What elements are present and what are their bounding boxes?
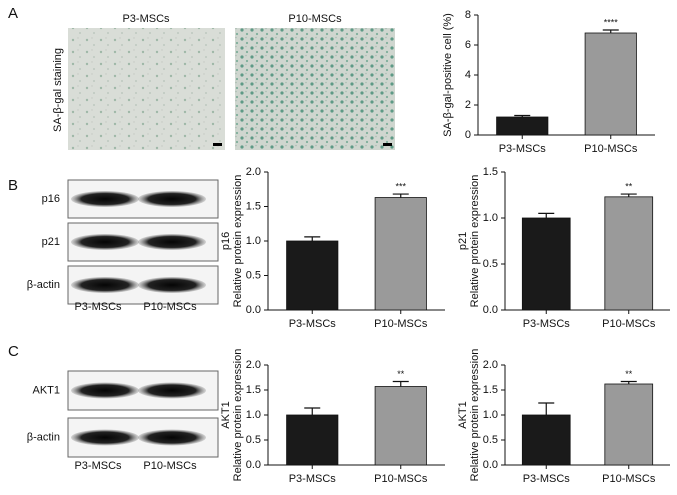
blot-band — [71, 429, 139, 446]
y-tick-label: 1.5 — [246, 384, 261, 396]
x-tick-label: P3-MSCs — [523, 318, 571, 330]
x-tick-label: P10-MSCs — [374, 318, 428, 330]
image-side-label: SA-β-gal staining — [52, 48, 64, 132]
x-tick-label: P10-MSCs — [374, 473, 428, 485]
significance: ** — [625, 369, 633, 379]
blot-column-label: P10-MSCs — [143, 301, 197, 313]
panel-label: A — [8, 5, 18, 22]
blot-band — [138, 191, 206, 207]
bar — [604, 383, 654, 466]
blot-band — [138, 429, 206, 446]
x-tick-label: P3-MSCs — [523, 473, 571, 485]
y-axis-label: Relative protein expression — [232, 175, 244, 308]
blot-band — [71, 191, 139, 207]
y-tick-label: 2.0 — [246, 359, 261, 371]
y-tick-label: 6 — [465, 39, 471, 51]
y-tick-label: 1.5 — [483, 166, 498, 178]
x-tick-label: P3-MSCs — [289, 473, 337, 485]
y-tick-label: 8 — [465, 9, 471, 21]
blot-band — [138, 234, 206, 250]
y-tick-label: 1.5 — [246, 200, 261, 212]
significance: **** — [604, 17, 619, 27]
blot-band — [71, 382, 139, 399]
y-tick-label: 0.0 — [246, 459, 261, 471]
bar — [584, 32, 637, 136]
y-tick-label: 0.0 — [246, 304, 261, 316]
y-tick-label: 0.5 — [246, 269, 261, 281]
y-tick-label: 0 — [465, 129, 471, 141]
scale-bar — [213, 143, 222, 146]
y-tick-label: 1.0 — [483, 409, 498, 421]
x-tick-label: P3-MSCs — [289, 318, 337, 330]
image-title: P3-MSCs — [122, 13, 170, 25]
y-axis-label: p21 — [457, 232, 469, 250]
blot-row-label: β-actin — [27, 431, 60, 443]
blot-band — [71, 277, 139, 293]
blot-column-label: P3-MSCs — [74, 301, 122, 313]
y-tick-label: 0.5 — [246, 434, 261, 446]
image-title: P10-MSCs — [288, 13, 342, 25]
bar — [521, 414, 571, 466]
blot-row-label: p21 — [42, 236, 60, 248]
significance: ** — [625, 181, 633, 191]
significance: *** — [395, 181, 406, 191]
y-tick-label: 0.5 — [483, 434, 498, 446]
y-axis-label: AKT1 — [220, 401, 232, 429]
y-tick-label: 1.0 — [246, 235, 261, 247]
bar — [286, 240, 339, 311]
y-axis-label: Relative protein expression — [469, 349, 481, 482]
blot-column-label: P10-MSCs — [143, 460, 197, 472]
y-axis-label: AKT1 — [457, 401, 469, 429]
x-tick-label: P10-MSCs — [584, 143, 638, 155]
significance: ** — [397, 369, 405, 379]
y-tick-label: 0.0 — [483, 459, 498, 471]
bar — [604, 196, 654, 311]
y-axis-label: Relative protein expression — [469, 175, 481, 308]
bar — [374, 386, 427, 466]
x-tick-label: P10-MSCs — [602, 473, 656, 485]
panel-label: C — [8, 343, 19, 360]
y-axis-label: Relative protein expression — [232, 349, 244, 482]
blot-band — [71, 234, 139, 250]
y-axis-label: SA-β-gal-positive cell (%) — [442, 13, 454, 137]
blot-band — [138, 382, 206, 399]
blot-row-label: AKT1 — [32, 384, 60, 396]
y-tick-label: 1.0 — [483, 212, 498, 224]
y-tick-label: 0.5 — [483, 258, 498, 270]
bar — [521, 217, 571, 311]
y-tick-label: 1.0 — [246, 409, 261, 421]
microscopy-image — [235, 28, 395, 150]
y-tick-label: 2.0 — [246, 166, 261, 178]
bar — [286, 414, 339, 466]
y-tick-label: 0.0 — [483, 304, 498, 316]
bar — [496, 116, 549, 136]
blot-row-label: β-actin — [27, 279, 60, 291]
y-tick-label: 1.5 — [483, 384, 498, 396]
x-tick-label: P3-MSCs — [499, 143, 547, 155]
scale-bar — [383, 143, 392, 146]
blot-row-label: p16 — [42, 193, 60, 205]
bar — [374, 197, 427, 311]
y-tick-label: 2.0 — [483, 359, 498, 371]
y-tick-label: 2 — [465, 99, 471, 111]
x-tick-label: P10-MSCs — [602, 318, 656, 330]
y-axis-label: p16 — [220, 232, 232, 250]
blot-band — [138, 277, 206, 293]
microscopy-image — [68, 28, 225, 150]
blot-column-label: P3-MSCs — [74, 460, 122, 472]
y-tick-label: 4 — [465, 69, 471, 81]
panel-label: B — [8, 177, 18, 194]
